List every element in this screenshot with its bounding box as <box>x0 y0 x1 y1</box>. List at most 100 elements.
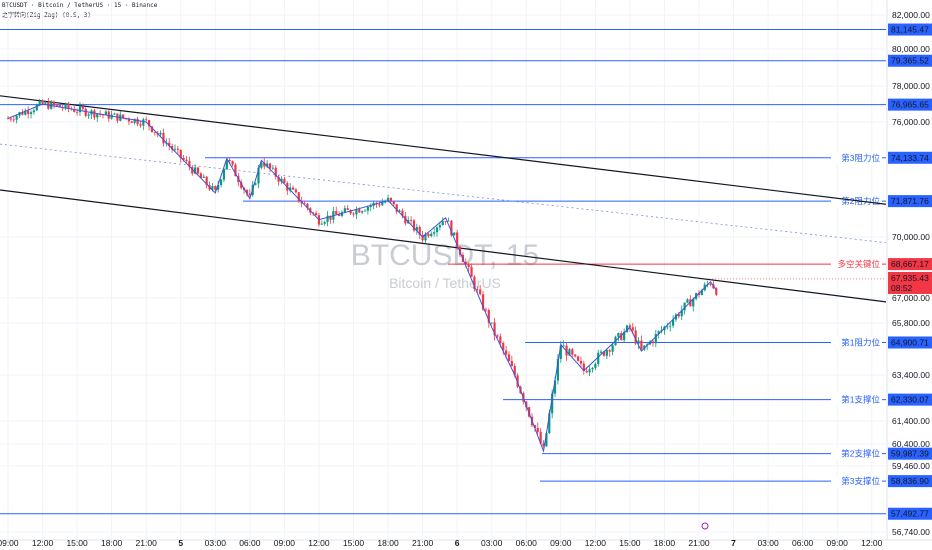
candle-body <box>556 358 560 381</box>
candle-body <box>438 225 441 228</box>
price-tick-label: 61,400.00 <box>892 416 930 426</box>
level-price-tag <box>888 336 932 349</box>
level-label: 第2支撑位 <box>841 449 880 459</box>
level-price-text: 57,492.77 <box>891 509 929 519</box>
candle-body <box>219 179 223 186</box>
time-tick-label: 15:00 <box>343 538 365 548</box>
candle-body <box>289 187 292 191</box>
candle-body <box>122 114 125 119</box>
candle-body <box>27 110 30 115</box>
time-tick-label: 6 <box>455 538 460 548</box>
candle-body <box>548 413 551 434</box>
price-tick-label: 60,400.00 <box>892 439 930 449</box>
candles <box>6 97 718 448</box>
candle-body <box>395 204 398 212</box>
candle-body <box>559 345 562 359</box>
candle-body <box>617 333 620 337</box>
candle-body <box>427 233 430 237</box>
candle-body <box>159 132 162 135</box>
candle-body <box>430 233 433 237</box>
level-label: 第3阻力位 <box>841 153 880 163</box>
chart-header-symbol: BTCUSDT · Bitcoin / TetherUS · 15 · Bina… <box>2 2 158 9</box>
time-tick-label: 03:00 <box>481 538 503 548</box>
candle-body <box>202 176 205 178</box>
level-label: 第1支撑位 <box>841 395 880 405</box>
candle-body <box>6 118 10 120</box>
candle-body <box>433 232 436 234</box>
candle-body <box>493 322 496 336</box>
time-tick-label: 5 <box>178 538 183 548</box>
candle-body <box>329 215 332 220</box>
candle-body <box>335 211 338 215</box>
watermark-symbol: BTCUSDT, 15 <box>351 239 539 272</box>
candle-body <box>150 126 154 132</box>
last-price-tag <box>888 271 932 294</box>
time-tick-label: 09:00 <box>827 538 849 548</box>
candle-body <box>585 370 588 373</box>
candle-body <box>539 431 542 444</box>
level-price-tag <box>888 151 932 164</box>
candle-body <box>248 193 251 195</box>
candle-body <box>78 106 82 113</box>
candle-body <box>513 365 516 376</box>
candle-body <box>84 108 87 116</box>
candle-body <box>274 167 277 177</box>
candle-body <box>254 183 257 185</box>
candle-body <box>473 276 476 290</box>
time-tick-label: 15:00 <box>66 538 88 548</box>
candle-body <box>173 148 177 150</box>
candle-body <box>55 105 59 106</box>
candle-body <box>568 349 571 356</box>
candle-body <box>666 326 669 328</box>
candle-body <box>697 293 701 296</box>
candle-body <box>314 213 318 216</box>
candle-body <box>58 105 61 108</box>
time-axis[interactable]: 09:00 12:00 15:00 18:00 21:00 5 03:00 06:00 09:0… <box>0 522 883 548</box>
price-tick-label: 56,740.00 <box>892 527 930 537</box>
candle-body <box>340 212 344 216</box>
level-price-text: 62,330.07 <box>891 395 929 405</box>
candle-body <box>481 294 485 310</box>
candle-body <box>412 220 416 231</box>
candle-body <box>504 350 508 355</box>
time-tick-label: 12:00 <box>585 538 607 548</box>
candle-body <box>441 221 444 226</box>
candle-body <box>384 201 387 203</box>
price-axis[interactable]: 82,000.00 80,000.00 78,000.00 76,000.00 70,0… <box>888 10 932 537</box>
candle-body <box>487 310 490 323</box>
candle-body <box>450 220 453 236</box>
candle-body <box>15 115 18 120</box>
candle-body <box>222 169 226 180</box>
level-price-text: 64,900.71 <box>891 337 929 347</box>
candle-body <box>147 120 151 127</box>
candle-body <box>196 167 200 174</box>
candle-body <box>188 160 191 167</box>
candle-body <box>378 204 381 206</box>
candle-body <box>608 350 611 352</box>
candle-body <box>680 310 683 317</box>
candle-body <box>588 369 591 373</box>
level-label-bg <box>831 151 882 164</box>
candle-body <box>182 158 185 160</box>
level-price-tag <box>888 23 932 36</box>
candle-body <box>234 164 237 177</box>
candle-body <box>623 331 626 341</box>
candle-body <box>194 167 197 174</box>
candle-body <box>76 111 79 113</box>
candle-body <box>643 345 646 350</box>
candle-body <box>516 375 519 387</box>
candle-body <box>671 319 675 326</box>
candle-body <box>171 146 174 150</box>
time-tick-label: 7 <box>731 538 736 548</box>
candle-body <box>245 190 249 194</box>
candle-body <box>389 197 393 202</box>
candle-body <box>369 205 372 208</box>
candle-body <box>634 330 637 344</box>
candle-body <box>404 215 407 224</box>
level-price-text: 59,987.39 <box>891 449 929 459</box>
candle-body <box>153 131 156 133</box>
time-tick-label: 06:00 <box>516 538 538 548</box>
candle-body <box>21 112 24 115</box>
candle-body <box>24 110 27 115</box>
